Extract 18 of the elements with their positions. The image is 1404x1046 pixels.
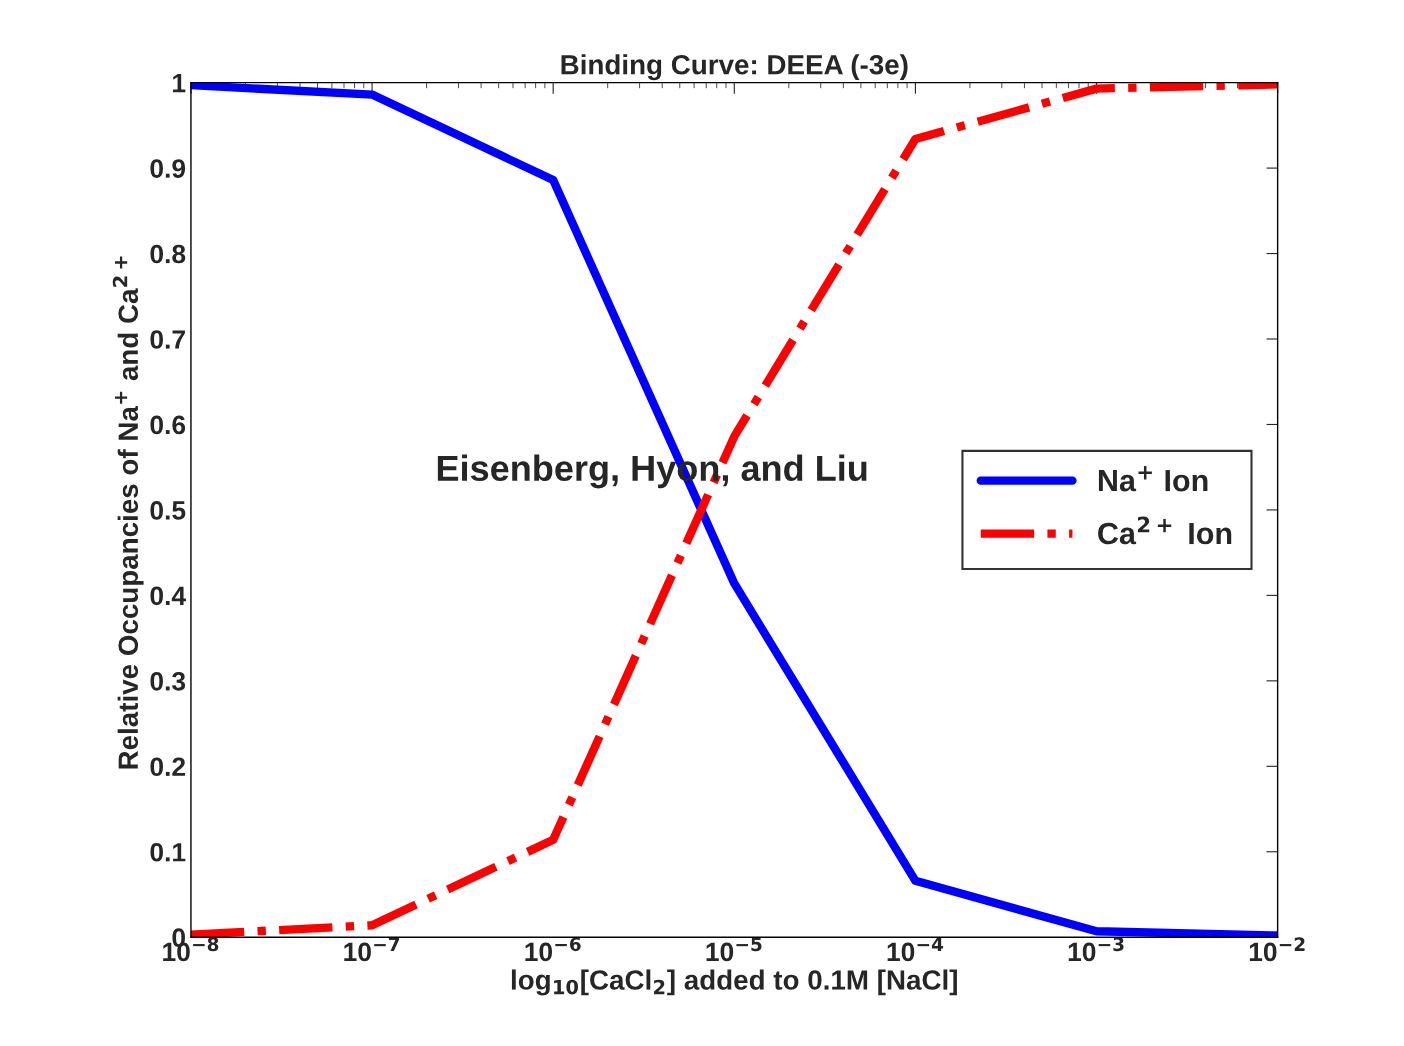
y-tick-label: 0.8 [150,244,186,264]
chart-title: Binding Curve: DEEA (-3e) [561,54,908,81]
y-tick-label: 0.4 [150,586,186,606]
y-tick-label: 0.6 [150,415,186,435]
y-tick-label: 0.1 [150,842,186,862]
y-tick-label: 0.3 [150,671,186,691]
y-tick-label: 0.7 [150,330,185,349]
x-tick-label: 10$^{−2}$ [1249,937,1305,962]
legend-label: Ca$^{2+}$ Ion [1098,516,1232,545]
legend-label: Na$^{+}$ Ion [1098,466,1208,492]
y-tick-label: 0.9 [150,159,186,178]
y-axis-title: Relative Occupancies of Na$^{+}$ and Ca$^{2+}$ [112,256,144,769]
x-tick-label: 10$^{−4}$ [887,937,944,962]
y-tick-label: 0.2 [150,757,186,777]
y-tick-label: 1 [173,74,186,93]
x-tick-label: 10$^{−6}$ [525,937,581,962]
x-axis-title: log$_{10}$[CaCl$_{2}$] added to 0.1M [NaCl] [511,969,957,996]
y-tick-label: 0.5 [150,501,186,520]
